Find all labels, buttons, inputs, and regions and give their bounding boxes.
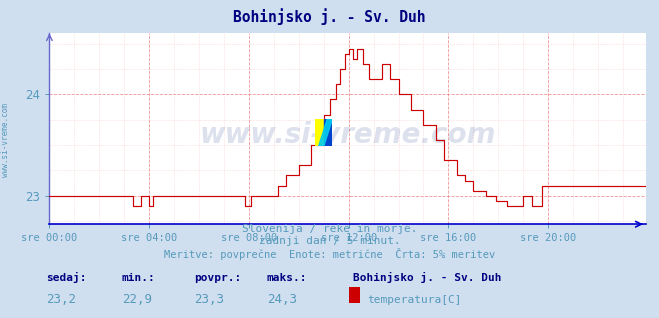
Text: sedaj:: sedaj: [46,273,86,283]
Text: maks.:: maks.: [267,273,307,283]
Polygon shape [315,119,324,146]
Text: Slovenija / reke in morje.: Slovenija / reke in morje. [242,224,417,234]
Text: Bohinjsko j. - Sv. Duh: Bohinjsko j. - Sv. Duh [233,8,426,25]
Text: 23,3: 23,3 [194,293,225,306]
Polygon shape [318,119,332,146]
Text: Bohinjsko j. - Sv. Duh: Bohinjsko j. - Sv. Duh [353,273,501,283]
Text: www.si-vreme.com: www.si-vreme.com [200,121,496,149]
Text: 24,3: 24,3 [267,293,297,306]
Text: zadnji dan / 5 minut.: zadnji dan / 5 minut. [258,236,401,246]
Text: 22,9: 22,9 [122,293,152,306]
Polygon shape [324,119,332,146]
Text: Meritve: povprečne  Enote: metrične  Črta: 5% meritev: Meritve: povprečne Enote: metrične Črta:… [164,248,495,260]
Text: 23,2: 23,2 [46,293,76,306]
Text: www.si-vreme.com: www.si-vreme.com [1,103,10,177]
Text: temperatura[C]: temperatura[C] [368,294,462,305]
Text: povpr.:: povpr.: [194,273,242,283]
Text: min.:: min.: [122,273,156,283]
